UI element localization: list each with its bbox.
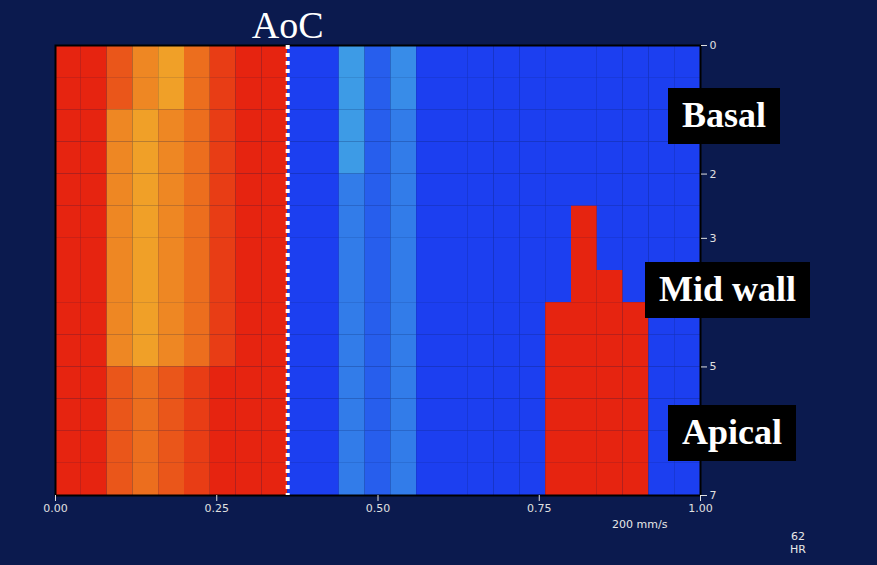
svg-text:2: 2 [710, 168, 717, 181]
svg-text:1.00: 1.00 [688, 502, 713, 515]
svg-text:0.50: 0.50 [366, 502, 391, 515]
html-text:Mid wall: Mid wall [659, 269, 796, 309]
svg-text:0.75: 0.75 [527, 502, 552, 515]
html-text:Basal: Basal [682, 95, 766, 135]
html-text:Apical: Apical [682, 412, 782, 452]
svg-text:AoC: AoC [252, 4, 324, 46]
svg-text:7: 7 [710, 489, 717, 502]
svg-text:0.25: 0.25 [205, 502, 230, 515]
svg-text:3: 3 [710, 232, 717, 245]
html-text:200 mm/s: 200 mm/s [612, 518, 668, 531]
html-text:62: 62 [791, 530, 805, 543]
svg-text:0: 0 [710, 39, 717, 52]
svg-text:5: 5 [710, 360, 717, 373]
html-text:HR: HR [790, 543, 806, 556]
svg-text:0.00: 0.00 [43, 502, 68, 515]
